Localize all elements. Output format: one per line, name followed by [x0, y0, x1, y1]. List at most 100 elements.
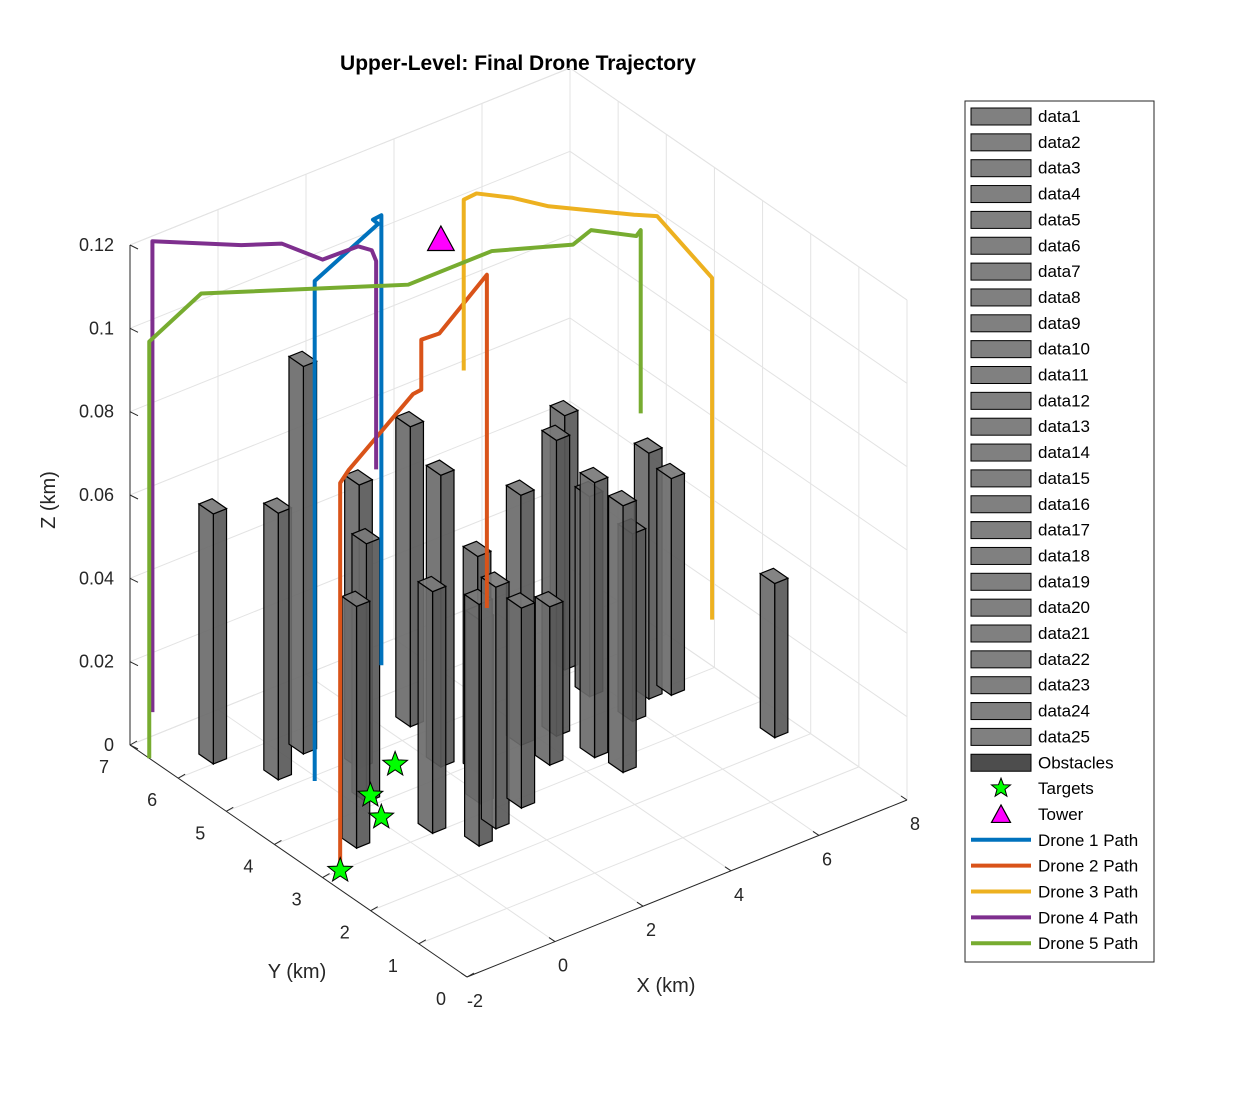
y-tick-label: 5 — [195, 823, 205, 843]
obstacle-bar — [505, 592, 536, 810]
wall-grid-z2 — [569, 234, 908, 468]
y-tick-label: 4 — [243, 856, 253, 876]
z-tick-label: 0.12 — [79, 235, 114, 255]
obstacle-face — [607, 494, 624, 774]
legend-label: data24 — [1038, 702, 1090, 721]
legend-item: data3 — [970, 159, 1081, 178]
legend-item: data9 — [970, 314, 1081, 333]
legend-item: data12 — [970, 391, 1090, 410]
obstacle-face — [212, 507, 228, 765]
z-tick-mark — [129, 494, 139, 500]
obstacle-bar — [197, 498, 228, 766]
legend-label: data2 — [1038, 133, 1081, 152]
obstacle-face — [607, 489, 638, 507]
legend-label: data19 — [1038, 572, 1090, 591]
x-tick-mark — [724, 866, 732, 872]
obstacle-face — [417, 580, 434, 835]
obstacle-face — [198, 502, 214, 766]
legend-item: Drone 5 Path — [971, 934, 1138, 953]
obstacle-face — [350, 527, 381, 545]
legend-swatch — [970, 417, 1032, 436]
legend-label: data4 — [1038, 185, 1081, 204]
legend-item: data7 — [970, 262, 1081, 281]
legend-label: data13 — [1038, 417, 1090, 436]
obstacle-face — [480, 576, 497, 831]
x-tick-mark — [900, 795, 908, 801]
legend-label: Tower — [1038, 805, 1084, 824]
obstacle-bar — [758, 567, 790, 739]
obstacle-face — [425, 459, 456, 477]
obstacle-face — [534, 595, 551, 767]
obstacle-face — [505, 479, 536, 496]
legend-item: data23 — [970, 676, 1090, 695]
legend-label: data8 — [1038, 288, 1081, 307]
obstacle-bar — [340, 590, 371, 850]
legend-item: Tower — [990, 803, 1084, 824]
floor-grid-y — [322, 700, 763, 879]
legend-item: data13 — [970, 417, 1090, 436]
z-tick-label: 0.08 — [79, 402, 114, 422]
x-tick-label: 8 — [910, 814, 920, 834]
y-tick-mark — [418, 939, 427, 945]
legend-label: data22 — [1038, 650, 1090, 669]
obstacle-bar — [655, 462, 686, 697]
obstacle-face — [431, 585, 447, 835]
z-tick-mark — [129, 744, 139, 750]
legend-item: Drone 3 Path — [971, 883, 1138, 902]
x-axis-line — [466, 799, 908, 978]
obstacle-face — [505, 592, 536, 609]
y-tick-label: 7 — [99, 757, 109, 777]
y-tick-mark — [274, 839, 282, 845]
legend-swatch — [970, 391, 1032, 410]
obstacle-face — [395, 415, 411, 728]
legend-label: Drone 1 Path — [1038, 831, 1138, 850]
z-tick-label: 0.06 — [79, 485, 114, 505]
y-axis-label: Y (km) — [268, 961, 327, 983]
wall-grid-z2 — [569, 150, 908, 384]
obstacle-face — [656, 467, 672, 697]
obstacle-face — [340, 590, 371, 608]
z-tick-mark — [129, 244, 139, 250]
y-tick-label: 6 — [147, 790, 157, 810]
x-axis-label: X (km) — [637, 975, 696, 997]
legend-label: data11 — [1038, 366, 1089, 385]
obstacle-face — [343, 469, 374, 486]
legend-item: data18 — [970, 546, 1090, 565]
obstacle-face — [416, 575, 448, 593]
obstacle-bar — [262, 497, 293, 782]
legend-item: data15 — [970, 469, 1090, 488]
legend-label: Targets — [1038, 779, 1094, 798]
y-tick-label: 1 — [388, 956, 398, 976]
legend-swatch — [970, 676, 1032, 695]
y-tick-mark — [466, 972, 475, 978]
legend-item: Drone 1 Path — [971, 831, 1138, 850]
wall-grid-z2 — [569, 400, 908, 634]
legend-star-icon — [990, 776, 1012, 798]
legend-label: Drone 2 Path — [1038, 857, 1138, 876]
legend: data1 data2 data3 data4 data5 data6 data7 data8… — [964, 100, 1155, 963]
legend-item: data22 — [970, 650, 1090, 669]
z-tick-mark — [129, 661, 139, 667]
obstacle-bar — [534, 590, 565, 767]
obstacle-face — [506, 597, 523, 810]
obstacle-face — [579, 471, 596, 759]
obstacle-face — [758, 567, 790, 585]
x-tick-mark — [460, 972, 468, 978]
legend-label: Drone 5 Path — [1038, 934, 1138, 953]
target-star-marker — [367, 802, 395, 829]
z-axis-label: Z (km) — [38, 471, 60, 529]
obstacle-face — [520, 601, 536, 809]
z-tick-mark — [129, 327, 139, 333]
wall-grid-z — [129, 234, 571, 413]
legend-label: data6 — [1038, 236, 1081, 255]
legend-label: data9 — [1038, 314, 1081, 333]
obstacle-bar — [480, 571, 511, 831]
obstacle-face — [670, 472, 686, 697]
legend-swatch — [970, 288, 1032, 307]
legend-item: data21 — [970, 624, 1090, 643]
legend-label: data23 — [1038, 676, 1090, 695]
legend-swatch — [970, 107, 1032, 126]
floor-grid-y — [418, 766, 860, 945]
drone-path-line — [312, 213, 384, 781]
